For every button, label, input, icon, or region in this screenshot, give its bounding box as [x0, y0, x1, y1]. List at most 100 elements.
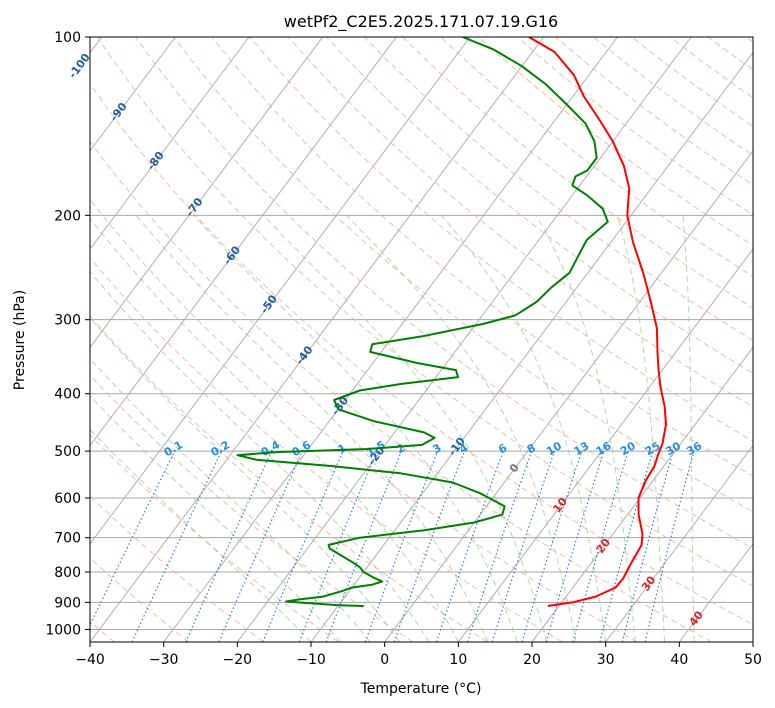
isotherm-label: 0 [507, 461, 522, 475]
x-tick-label: 50 [744, 652, 762, 668]
isotherm-line [90, 37, 471, 545]
mixing-ratio-label: 0.4 [259, 438, 283, 459]
moist-adiabat [90, 357, 371, 642]
isotherm-line [90, 37, 250, 250]
x-tick-label: −30 [149, 652, 179, 668]
isotherm-label: 20 [594, 536, 614, 556]
mixing-ratio-line [521, 450, 583, 642]
isotherm-label: -80 [144, 149, 167, 173]
mixing-ratio-line [572, 450, 629, 642]
mixing-ratio-line [435, 450, 504, 642]
y-tick-label: 400 [54, 387, 81, 403]
y-tick-label: 1000 [45, 622, 81, 638]
moist-adiabat [617, 215, 666, 642]
y-tick-label: 100 [54, 30, 81, 46]
temperature-profile [528, 37, 667, 607]
mixing-ratio-label: 6 [496, 441, 509, 456]
mixing-ratio-line [466, 450, 533, 642]
mixing-ratio-line [218, 450, 303, 642]
dry-adiabat [90, 495, 264, 642]
dry-adiabat [745, 37, 753, 43]
dry-adiabat [135, 37, 753, 550]
mixing-ratio-line [644, 450, 695, 642]
mixing-ratio-line [393, 450, 465, 642]
x-axis-label: Temperature (°C) [360, 681, 482, 697]
isotherm-line [531, 346, 753, 642]
dry-adiabat [173, 37, 753, 513]
y-tick-label: 800 [54, 565, 81, 581]
isotherm-label: -100 [66, 51, 93, 81]
x-tick-label: −10 [296, 652, 326, 668]
isotherm-line [90, 37, 176, 152]
dry-adiabat [440, 37, 753, 278]
x-tick-label: −20 [223, 652, 253, 668]
mixing-ratio-label: 10 [544, 439, 564, 458]
isotherm-label: 40 [686, 608, 706, 628]
isotherm-line [163, 37, 618, 642]
moist-adiabat [90, 217, 459, 642]
dry-adiabat [90, 140, 712, 642]
dry-adiabat [211, 37, 753, 477]
isotherm-line [384, 150, 753, 642]
mixing-ratio-label: 13 [572, 439, 592, 458]
isotherm-line [90, 37, 397, 447]
mixing-ratio-line [325, 450, 403, 642]
isotherm-line [236, 37, 692, 642]
moist-adiabat [90, 270, 430, 642]
moist-adiabat [535, 215, 636, 642]
dry-adiabat [96, 37, 753, 587]
dry-adiabat [364, 37, 753, 341]
x-tick-label: 0 [380, 652, 389, 668]
moist-adiabat [440, 214, 607, 642]
mixing-ratio-label: 0.6 [290, 438, 314, 459]
dry-adiabat [249, 37, 753, 442]
plot-frame [89, 36, 754, 643]
moist-adiabat [90, 394, 341, 642]
y-axis-label: Pressure (hPa) [12, 290, 28, 390]
isotherm-line [90, 37, 545, 642]
background-lines [90, 37, 753, 642]
mixing-ratio-line [545, 450, 605, 642]
dry-adiabat [478, 37, 753, 246]
x-tick-label: −40 [75, 652, 105, 668]
mixing-ratio-line [185, 450, 273, 642]
moist-adiabat [193, 214, 518, 642]
y-tick-label: 600 [54, 491, 81, 507]
moist-adiabat [90, 316, 400, 642]
dry-adiabat [90, 198, 638, 642]
y-tick-label: 500 [54, 444, 81, 460]
isotherm-line [90, 37, 324, 349]
dry-adiabat [707, 37, 753, 71]
moist-adiabat [346, 214, 577, 642]
mixing-ratio-label: 36 [684, 439, 704, 458]
isotherm-label: -60 [221, 243, 244, 267]
mixing-ratio-label: 30 [663, 439, 683, 458]
chart-title: wetPf2_C2E5.2025.171.07.19.G16 [284, 12, 558, 32]
axes: −40 −30 −20 −10 0 10 20 30 40 5010020030040050060… [45, 30, 762, 668]
mixing-ratio-label: 0.1 [162, 438, 185, 459]
isotherm-line [605, 444, 753, 642]
isotherm-line [457, 248, 753, 642]
dry-adiabat [402, 37, 753, 309]
dry-adiabat [90, 257, 563, 642]
dry-adiabat [90, 557, 190, 642]
mixing-ratio-line [364, 450, 439, 642]
x-tick-label: 10 [449, 652, 467, 668]
isotherm-label: -40 [293, 343, 316, 367]
mixing-ratio-line [298, 450, 378, 642]
isotherm-line [752, 641, 753, 642]
y-tick-label: 200 [54, 208, 81, 224]
y-tick-label: 900 [54, 595, 81, 611]
y-tick-label: 700 [54, 531, 81, 547]
isotherm-line [678, 543, 753, 642]
moist-adiabat [90, 428, 312, 642]
moist-adiabat [263, 214, 548, 642]
x-tick-label: 40 [670, 652, 688, 668]
isotherm-label: -90 [107, 100, 130, 124]
x-tick-label: 20 [523, 652, 541, 668]
x-tick-label: 30 [597, 652, 615, 668]
dry-adiabat [90, 374, 414, 642]
mixing-ratio-line [262, 450, 344, 642]
dry-adiabat [90, 83, 753, 625]
